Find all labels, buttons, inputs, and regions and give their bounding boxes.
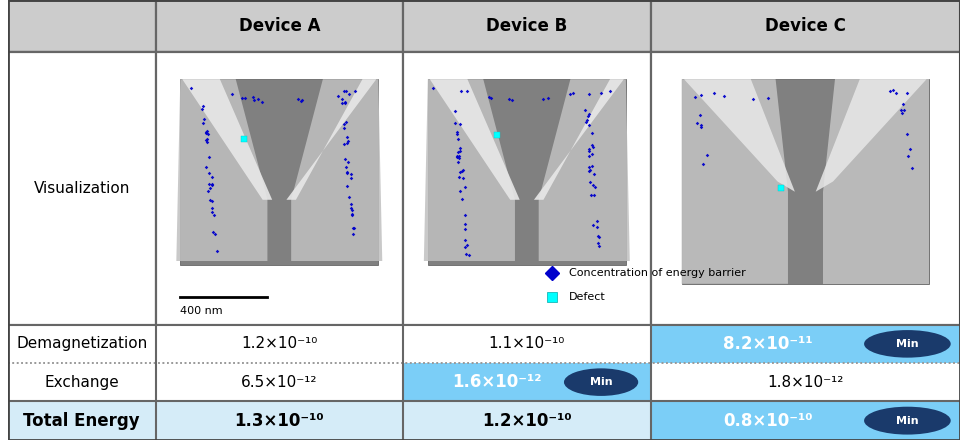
Polygon shape: [534, 79, 624, 200]
Bar: [651, 325, 960, 363]
Polygon shape: [177, 79, 268, 261]
Polygon shape: [816, 79, 926, 192]
Bar: [156, 52, 403, 325]
Bar: [8, 401, 960, 440]
Text: Demagnetization: Demagnetization: [16, 336, 148, 352]
Bar: [180, 79, 378, 265]
Text: Min: Min: [896, 339, 919, 349]
Text: Defect: Defect: [568, 293, 606, 302]
Text: Min: Min: [896, 416, 919, 425]
Polygon shape: [684, 79, 795, 192]
Polygon shape: [823, 79, 929, 284]
Polygon shape: [682, 79, 788, 284]
Polygon shape: [286, 79, 376, 200]
Text: 6.5×10⁻¹²: 6.5×10⁻¹²: [241, 374, 318, 390]
Ellipse shape: [564, 368, 638, 396]
Text: Device C: Device C: [765, 17, 846, 35]
Bar: [156, 0, 403, 52]
Text: 1.2×10⁻¹⁰: 1.2×10⁻¹⁰: [241, 336, 318, 352]
Text: Total Energy: Total Energy: [23, 412, 140, 429]
Text: Min: Min: [589, 377, 612, 387]
Bar: [8, 363, 960, 401]
Bar: [403, 52, 651, 325]
Text: 1.2×10⁻¹⁰: 1.2×10⁻¹⁰: [482, 412, 571, 429]
Text: Device A: Device A: [238, 17, 320, 35]
Ellipse shape: [864, 330, 950, 358]
Bar: [8, 0, 960, 52]
Text: 1.3×10⁻¹⁰: 1.3×10⁻¹⁰: [234, 412, 324, 429]
Bar: [403, 0, 651, 52]
Bar: [651, 52, 960, 325]
Ellipse shape: [864, 407, 950, 435]
Polygon shape: [291, 79, 382, 261]
Bar: [428, 79, 626, 265]
Text: 1.8×10⁻¹²: 1.8×10⁻¹²: [767, 374, 844, 390]
Text: Concentration of energy barrier: Concentration of energy barrier: [568, 268, 746, 278]
Text: 1.6×10⁻¹²: 1.6×10⁻¹²: [452, 373, 541, 391]
Text: 8.2×10⁻¹¹: 8.2×10⁻¹¹: [723, 335, 813, 353]
Bar: [651, 0, 960, 52]
Text: Device B: Device B: [486, 17, 567, 35]
Polygon shape: [430, 79, 519, 200]
Bar: [651, 401, 960, 440]
Bar: [8, 0, 156, 52]
Bar: [8, 52, 156, 325]
Bar: [403, 363, 651, 401]
Bar: [8, 52, 960, 325]
Polygon shape: [539, 79, 630, 261]
Polygon shape: [424, 79, 515, 261]
Bar: [8, 325, 960, 363]
Text: 1.1×10⁻¹⁰: 1.1×10⁻¹⁰: [489, 336, 565, 352]
Bar: [682, 79, 929, 284]
Text: 0.8×10⁻¹⁰: 0.8×10⁻¹⁰: [724, 412, 813, 429]
Text: 400 nm: 400 nm: [180, 306, 223, 315]
Polygon shape: [182, 79, 273, 200]
Text: Exchange: Exchange: [44, 374, 119, 390]
Text: Visualization: Visualization: [34, 181, 130, 196]
